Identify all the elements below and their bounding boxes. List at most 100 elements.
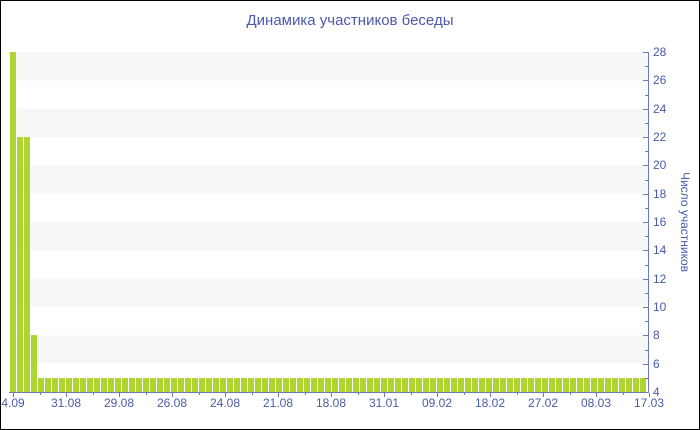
bar [241,377,247,392]
y-tick-minor [645,151,648,153]
bar [458,377,464,392]
x-tick-label: 21.08 [262,396,294,410]
bar [563,377,569,392]
y-tick-minor [645,377,648,379]
plot-area [9,52,649,393]
bar [290,377,296,392]
x-tick-major [649,393,650,397]
y-tick-major [643,52,648,53]
bar [374,377,380,392]
x-tick-minor [569,393,571,395]
y-tick-minor [645,179,648,181]
bar [171,377,177,392]
bar [115,377,121,392]
bar [598,377,604,392]
bar [437,377,443,392]
y-axis-title: Число участников [678,171,692,273]
x-tick-label: 29.08 [103,396,135,410]
bar [619,377,625,392]
bar [227,377,233,392]
bar [444,377,450,392]
bar [507,377,513,392]
y-tick-minor [645,321,648,323]
bar [101,377,107,392]
x-tick-major [384,393,385,397]
bar [248,377,254,392]
bar [94,377,100,392]
y-tick-label: 18 [653,186,667,201]
x-tick-label: 27.02 [527,396,559,410]
x-tick-major [13,393,14,397]
bar [122,377,128,392]
y-tick-major [643,165,648,167]
x-tick-minor [39,393,41,395]
x-tick-minor [516,393,518,395]
x-tick-label: 18.08 [315,396,347,410]
bar [185,377,191,392]
bar [157,377,163,392]
bar [409,377,415,392]
bar [577,377,583,392]
x-tick-major [225,393,226,397]
y-tick-major [643,193,648,195]
bar [136,377,142,392]
bar [297,377,303,392]
bar [38,377,44,392]
bar [143,377,149,392]
x-tick-major [331,393,332,397]
x-tick-minor [92,393,94,395]
bar [59,377,65,392]
x-tick-major [172,393,173,397]
bar [346,377,352,392]
bar [150,377,156,392]
bar [556,377,562,392]
bar [633,377,639,392]
y-tick-major [643,363,648,365]
y-tick-label: 10 [653,300,667,314]
bar [52,377,58,392]
y-tick-major [643,335,648,337]
bar [416,377,422,392]
bar [360,377,366,392]
bar [479,377,485,392]
bar [87,377,93,392]
bar [304,377,310,392]
y-tick-major [643,307,648,308]
bar [17,137,23,392]
x-tick-label: 09.02 [421,396,453,410]
bar [262,377,268,392]
bar [276,377,282,392]
bar [255,377,261,392]
x-tick-label: 17.03 [633,396,665,410]
y-tick-minor [645,236,648,238]
bar [528,377,534,392]
x-tick-major [596,393,597,397]
bar [283,377,289,392]
x-tick-minor [251,393,253,395]
y-tick-major [643,222,648,223]
y-tick-label: 28 [653,45,667,59]
bar [108,377,114,392]
bars-group [10,52,649,392]
y-tick-label: 14 [653,243,667,258]
chart-title: Динамика участников беседы [246,12,454,29]
bar [164,377,170,392]
y-tick-major [643,278,648,280]
bar [402,377,408,392]
x-tick-label: 08.03 [580,396,612,410]
y-tick-minor [645,349,648,351]
y-tick-major [643,392,648,393]
x-tick-label: 31.08 [50,396,82,410]
bar [486,377,492,392]
bar [570,377,576,392]
bar [514,377,520,392]
bar [213,377,219,392]
bar [423,377,429,392]
x-tick-major [278,393,279,397]
bar [584,377,590,392]
y-tick-minor [645,207,648,209]
bar [542,377,548,392]
bar [493,377,499,392]
bar [367,377,373,392]
